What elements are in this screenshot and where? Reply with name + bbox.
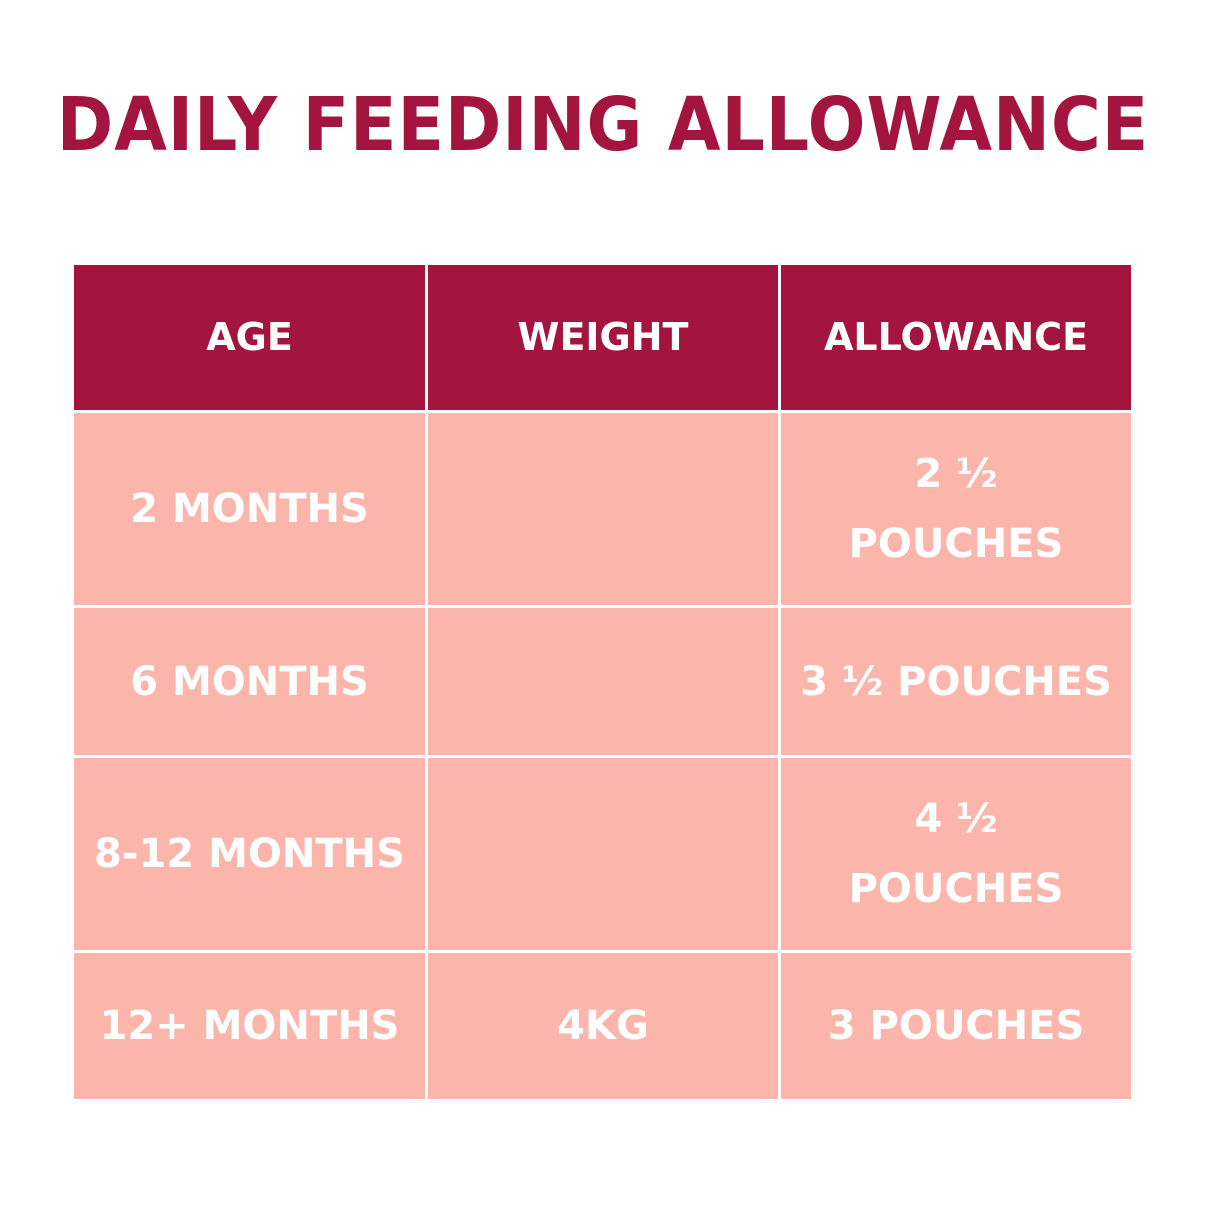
title: DAILY FEEDING ALLOWANCE [56,82,1150,168]
allowance-cell: 3 POUCHES [781,953,1131,1099]
age-cell: 8-12 MONTHS [74,758,425,950]
allowance-cell: 2 ½ POUCHES [781,413,1131,605]
weight-cell: 4KG [428,953,778,1099]
header-cell: ALLOWANCE [781,265,1131,410]
weight-cell [428,758,778,950]
allowance-cell: 4 ½ POUCHES [781,758,1131,950]
allowance-cell: 3 ½ POUCHES [781,608,1131,755]
age-cell: 6 MONTHS [74,608,425,755]
age-cell: 12+ MONTHS [74,953,425,1099]
header-cell: AGE [74,265,425,410]
header-cell: WEIGHT [428,265,778,410]
weight-cell [428,413,778,605]
age-cell: 2 MONTHS [74,413,425,605]
weight-cell [428,608,778,755]
